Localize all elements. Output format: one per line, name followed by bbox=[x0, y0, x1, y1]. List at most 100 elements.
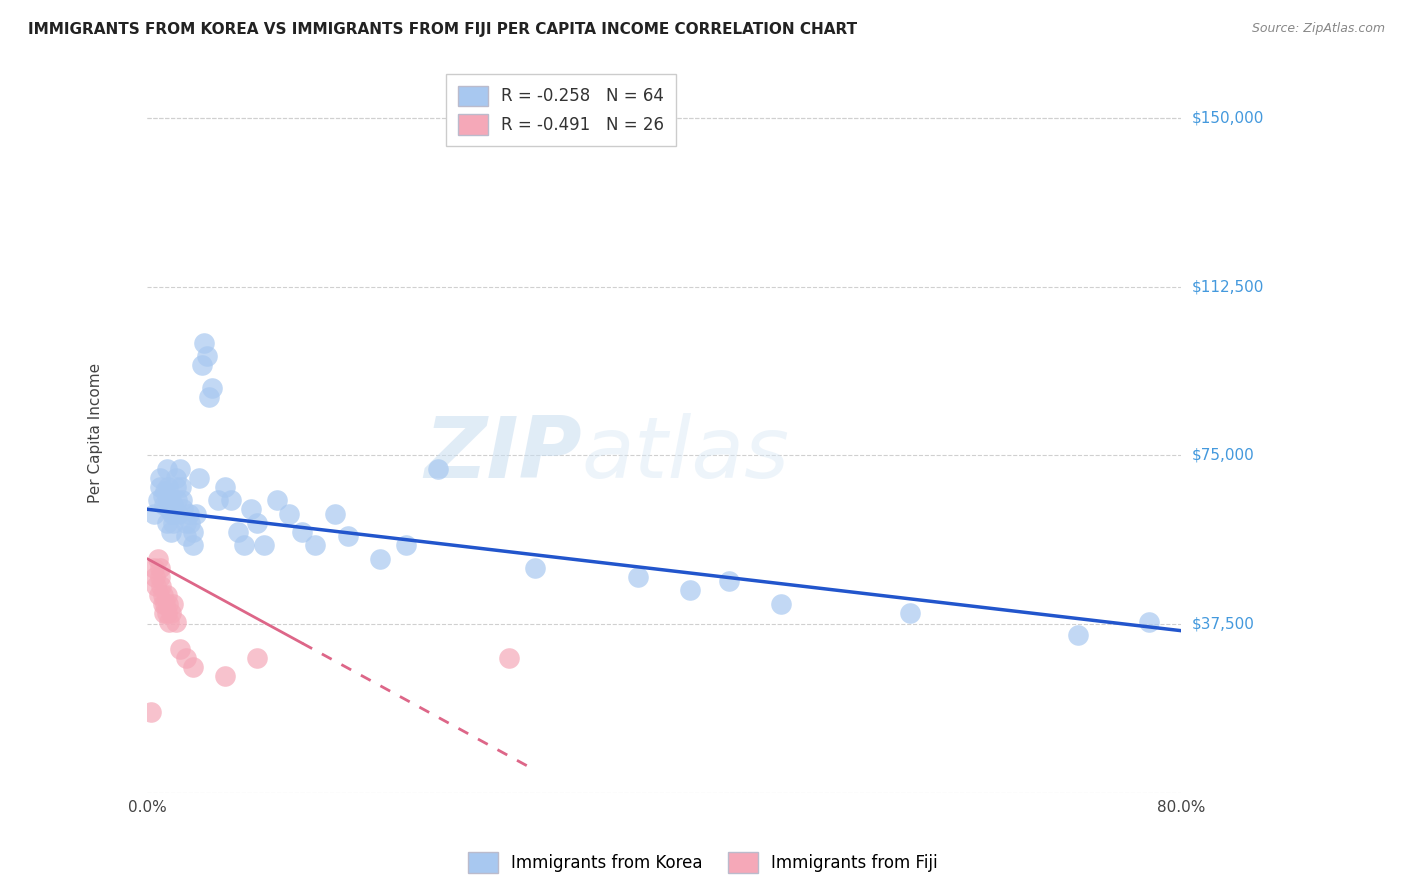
Point bbox=[156, 493, 179, 508]
Point bbox=[166, 493, 188, 508]
Point bbox=[141, 705, 163, 719]
Point bbox=[165, 615, 187, 629]
Point bbox=[186, 507, 208, 521]
Point bbox=[304, 538, 326, 552]
Point bbox=[165, 471, 187, 485]
Point bbox=[395, 538, 418, 552]
Point bbox=[246, 650, 269, 665]
Point bbox=[181, 524, 204, 539]
Point bbox=[162, 498, 184, 512]
Point bbox=[226, 524, 249, 539]
Point bbox=[172, 493, 194, 508]
Point bbox=[278, 507, 301, 521]
Point bbox=[153, 498, 176, 512]
Point bbox=[207, 493, 229, 508]
Text: Source: ZipAtlas.com: Source: ZipAtlas.com bbox=[1251, 22, 1385, 36]
Point bbox=[146, 551, 169, 566]
Point bbox=[156, 597, 179, 611]
Point bbox=[159, 524, 181, 539]
Point bbox=[201, 381, 224, 395]
Point bbox=[190, 359, 212, 373]
Point bbox=[156, 516, 179, 530]
Point bbox=[181, 538, 204, 552]
Point bbox=[368, 551, 391, 566]
Point bbox=[149, 471, 172, 485]
Point bbox=[156, 462, 179, 476]
Text: IMMIGRANTS FROM KOREA VS IMMIGRANTS FROM FIJI PER CAPITA INCOME CORRELATION CHAR: IMMIGRANTS FROM KOREA VS IMMIGRANTS FROM… bbox=[28, 22, 858, 37]
Text: $37,500: $37,500 bbox=[1191, 616, 1254, 632]
Point bbox=[291, 524, 314, 539]
Point bbox=[149, 480, 172, 494]
Text: $112,500: $112,500 bbox=[1191, 279, 1264, 294]
Text: $75,000: $75,000 bbox=[1191, 448, 1254, 463]
Point bbox=[159, 606, 181, 620]
Point bbox=[156, 480, 179, 494]
Point bbox=[143, 570, 166, 584]
Point bbox=[146, 493, 169, 508]
Point bbox=[156, 606, 179, 620]
Point bbox=[142, 560, 165, 574]
Point bbox=[1067, 628, 1090, 642]
Text: Per Capita Income: Per Capita Income bbox=[89, 363, 103, 503]
Point bbox=[898, 606, 921, 620]
Legend: Immigrants from Korea, Immigrants from Fiji: Immigrants from Korea, Immigrants from F… bbox=[461, 846, 945, 880]
Point bbox=[252, 538, 274, 552]
Point bbox=[246, 516, 269, 530]
Point bbox=[174, 529, 197, 543]
Point bbox=[717, 574, 740, 589]
Point bbox=[193, 335, 215, 350]
Point bbox=[195, 349, 218, 363]
Point bbox=[145, 579, 167, 593]
Point bbox=[239, 502, 262, 516]
Point bbox=[162, 597, 184, 611]
Point bbox=[169, 462, 191, 476]
Text: ZIP: ZIP bbox=[423, 413, 582, 496]
Point bbox=[323, 507, 346, 521]
Point bbox=[266, 493, 288, 508]
Point bbox=[159, 493, 181, 508]
Point bbox=[233, 538, 256, 552]
Point bbox=[153, 606, 176, 620]
Text: $150,000: $150,000 bbox=[1191, 111, 1264, 126]
Point bbox=[627, 570, 650, 584]
Point bbox=[150, 579, 173, 593]
Point bbox=[214, 668, 236, 682]
Point bbox=[152, 588, 174, 602]
Point bbox=[179, 516, 201, 530]
Point bbox=[181, 659, 204, 673]
Point bbox=[149, 560, 172, 574]
Point bbox=[198, 390, 221, 404]
Point bbox=[152, 489, 174, 503]
Point bbox=[152, 597, 174, 611]
Point bbox=[172, 502, 194, 516]
Point bbox=[157, 615, 180, 629]
Point bbox=[162, 516, 184, 530]
Point bbox=[188, 471, 211, 485]
Point bbox=[165, 480, 187, 494]
Point bbox=[524, 560, 547, 574]
Point bbox=[336, 529, 359, 543]
Point bbox=[427, 462, 450, 476]
Legend: R = -0.258   N = 64, R = -0.491   N = 26: R = -0.258 N = 64, R = -0.491 N = 26 bbox=[446, 74, 676, 146]
Point bbox=[769, 597, 792, 611]
Point bbox=[1137, 615, 1160, 629]
Point bbox=[163, 507, 186, 521]
Point bbox=[177, 507, 200, 521]
Point bbox=[221, 493, 243, 508]
Point bbox=[149, 570, 172, 584]
Point bbox=[679, 583, 702, 598]
Text: atlas: atlas bbox=[582, 413, 790, 496]
Point bbox=[142, 507, 165, 521]
Point bbox=[160, 507, 183, 521]
Point bbox=[155, 484, 177, 499]
Point bbox=[148, 588, 170, 602]
Point bbox=[157, 502, 180, 516]
Point bbox=[174, 516, 197, 530]
Point bbox=[214, 480, 236, 494]
Point bbox=[170, 480, 193, 494]
Point bbox=[174, 650, 197, 665]
Point bbox=[167, 507, 190, 521]
Point bbox=[155, 597, 177, 611]
Point bbox=[169, 641, 191, 656]
Point bbox=[498, 650, 520, 665]
